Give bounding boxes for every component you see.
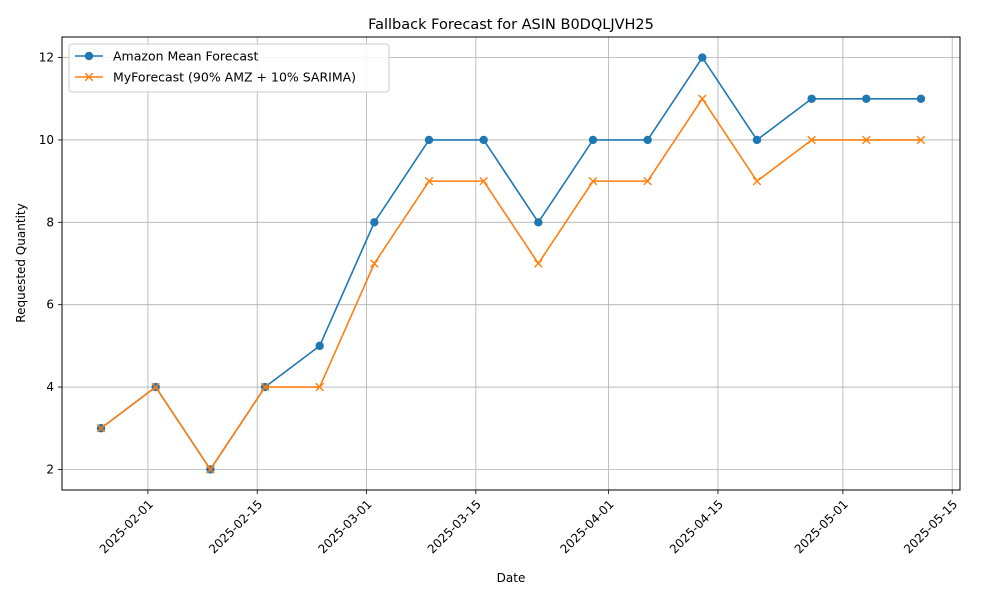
data-point-amazon-mean bbox=[752, 135, 762, 145]
y-tick-label: 8 bbox=[46, 215, 54, 229]
legend-marker-amazon-mean bbox=[84, 51, 94, 61]
data-point-amazon-mean bbox=[370, 218, 379, 227]
data-point-amazon-mean bbox=[534, 218, 543, 227]
series-layer bbox=[96, 53, 926, 474]
x-axis-ticks: 2025-02-01 2025-02-15 2025-03-01 2025-03-15… bbox=[97, 490, 960, 556]
data-point-myforecast bbox=[315, 382, 324, 392]
data-point-myforecast bbox=[96, 423, 106, 433]
series-myforecast bbox=[96, 94, 926, 474]
x-tick-label: 2025-02-01 bbox=[97, 497, 156, 556]
data-point-myforecast bbox=[588, 176, 598, 186]
series-line-amazon-mean bbox=[100, 56, 921, 471]
legend-box bbox=[68, 43, 390, 93]
data-point-amazon-mean bbox=[588, 135, 598, 145]
x-tick-label: 2025-04-01 bbox=[557, 497, 616, 556]
data-point-myforecast bbox=[862, 135, 871, 145]
chart-title: Fallback Forecast for ASIN B0DQLJVH25 bbox=[368, 17, 654, 33]
grid-lines bbox=[62, 37, 960, 490]
y-tick-label: 12 bbox=[39, 51, 54, 65]
data-point-myforecast bbox=[206, 465, 215, 474]
data-point-amazon-mean bbox=[643, 135, 652, 145]
data-point-amazon-mean bbox=[424, 135, 434, 145]
y-tick-label: 10 bbox=[39, 133, 54, 147]
x-tick-label: 2025-05-15 bbox=[901, 497, 960, 556]
x-tick-label: 2025-03-15 bbox=[425, 497, 484, 556]
x-tick-label: 2025-03-01 bbox=[315, 497, 374, 556]
data-point-myforecast bbox=[752, 176, 762, 186]
series-line-myforecast bbox=[100, 97, 921, 471]
y-axis-label: Requested Quantity bbox=[14, 203, 28, 322]
plot-area-frame bbox=[61, 36, 961, 491]
data-point-amazon-mean bbox=[479, 135, 488, 145]
data-point-myforecast bbox=[916, 135, 926, 145]
data-point-myforecast bbox=[424, 176, 434, 186]
data-point-myforecast bbox=[643, 176, 652, 186]
y-axis-ticks: 2 4 6 8 10 12 bbox=[39, 51, 62, 476]
data-point-myforecast bbox=[260, 382, 270, 392]
data-point-amazon-mean bbox=[315, 341, 324, 351]
data-point-amazon-mean bbox=[807, 94, 816, 103]
x-tick-label: 2025-02-15 bbox=[206, 497, 265, 556]
data-point-amazon-mean bbox=[698, 53, 707, 62]
data-point-myforecast bbox=[370, 259, 379, 268]
data-point-myforecast bbox=[479, 176, 488, 186]
data-point-myforecast bbox=[534, 259, 543, 268]
legend-marker-myforecast bbox=[84, 72, 94, 82]
legend: Amazon Mean Forecast MyForecast (90% AMZ … bbox=[68, 43, 390, 93]
data-point-myforecast bbox=[698, 94, 707, 104]
x-tick-label: 2025-05-01 bbox=[792, 497, 851, 556]
x-axis-label: Date bbox=[497, 571, 526, 585]
series-amazon-mean bbox=[96, 53, 926, 474]
y-tick-label: 4 bbox=[46, 380, 54, 394]
legend-label-amazon-mean: Amazon Mean Forecast bbox=[113, 49, 259, 64]
legend-label-myforecast: MyForecast (90% AMZ + 10% SARIMA) bbox=[113, 70, 356, 85]
data-point-myforecast bbox=[151, 382, 160, 392]
data-point-amazon-mean bbox=[916, 94, 926, 103]
x-tick-label: 2025-04-15 bbox=[667, 497, 726, 556]
y-tick-label: 6 bbox=[46, 298, 54, 312]
data-point-amazon-mean bbox=[862, 94, 871, 103]
y-tick-label: 2 bbox=[46, 462, 54, 476]
data-point-myforecast bbox=[807, 135, 816, 145]
